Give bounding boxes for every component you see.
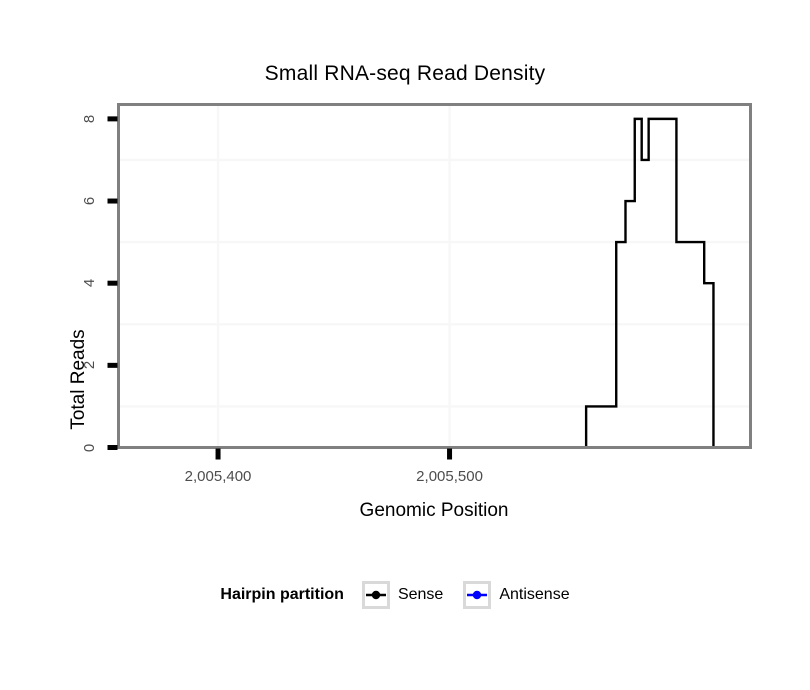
x-tick-label: 2,005,400 — [184, 467, 252, 485]
legend-item-sense[interactable]: Sense — [361, 581, 457, 609]
legend-label-sense: Sense — [397, 586, 444, 603]
y-tick-label: 2 — [80, 361, 98, 370]
y-tick-label: 6 — [80, 196, 98, 206]
legend-glyph-sense-icon — [365, 590, 386, 600]
y-tick-label: 4 — [80, 279, 98, 288]
y-tick-label: 0 — [80, 443, 98, 452]
legend-title: Hairpin partition — [220, 586, 344, 603]
series-line-sense — [146, 117, 715, 449]
x-tick-label: 2,005,500 — [416, 467, 483, 485]
legend-item-antisense[interactable]: Antisense — [463, 581, 583, 609]
legend-glyph-antisense-icon — [467, 590, 488, 600]
y-tick-label: 8 — [80, 114, 98, 124]
chart-legend: Hairpin partition Sense Antisense — [0, 581, 810, 609]
legend-key-antisense — [463, 581, 492, 609]
legend-label-antisense: Antisense — [499, 586, 570, 603]
legend-key-sense — [361, 581, 390, 609]
x-axis-label: Genomic Position — [359, 500, 509, 521]
chart-title: Small RNA-seq Read Density — [264, 62, 546, 85]
